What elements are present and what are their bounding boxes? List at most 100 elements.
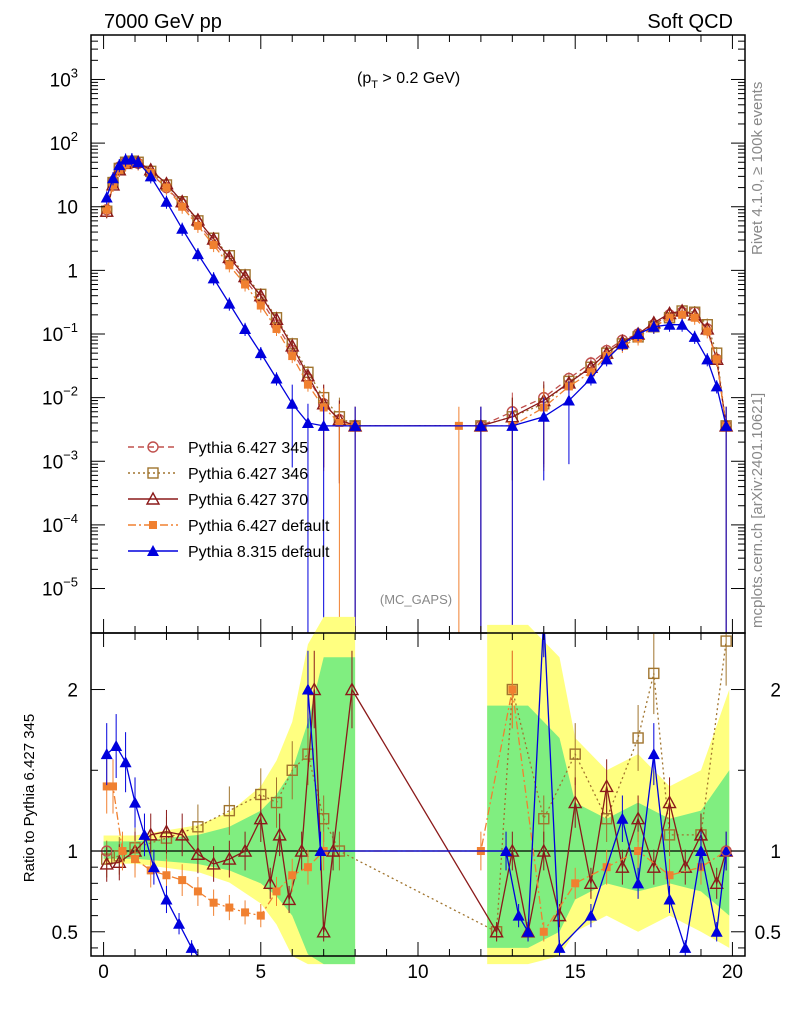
- ratio-point: [281, 892, 297, 906]
- data-point: [562, 394, 575, 406]
- series-line-p8: [106, 158, 727, 427]
- data-point: [663, 318, 676, 330]
- data-point: [207, 272, 220, 284]
- ratio-point: [241, 908, 250, 917]
- ratio-point: [489, 924, 504, 938]
- ratio-ylabel: Ratio to Pythia 6.427 345: [21, 714, 38, 882]
- data-point: [537, 410, 550, 422]
- ratio-point: [508, 685, 517, 694]
- x-tick-label: 15: [565, 962, 586, 983]
- ratio-point: [583, 875, 599, 890]
- x-tick-label: 5: [255, 962, 266, 983]
- ratio-point: [209, 898, 218, 907]
- legend-marker-p8: [147, 545, 159, 556]
- data-point: [301, 416, 314, 428]
- ratio-point: [159, 824, 174, 838]
- ratio-point: [569, 748, 581, 760]
- data-point: [712, 355, 721, 364]
- legend-label-p8: Pythia 8.315 default: [188, 544, 330, 561]
- data-point: [317, 419, 330, 431]
- ratio-point: [237, 843, 253, 857]
- data-point: [223, 297, 236, 309]
- ratio-y-tick-label-left: 1: [67, 842, 78, 863]
- ratio-point: [505, 843, 520, 857]
- data-point: [600, 353, 613, 365]
- ratio-point: [615, 859, 630, 873]
- ratio-point: [109, 782, 118, 791]
- ratio-point: [223, 804, 236, 817]
- data-point: [584, 372, 597, 384]
- ratio-series-group: [91, 633, 745, 956]
- data-point: [162, 183, 171, 192]
- data-point: [256, 301, 265, 310]
- upper-y-tick-label: 103: [50, 65, 78, 91]
- data-point: [102, 205, 111, 214]
- upper-y-tick-label: 102: [50, 129, 78, 155]
- legend-marker-p6def: [149, 521, 157, 529]
- ratio-point: [568, 795, 583, 809]
- data-point: [335, 418, 344, 427]
- ratio-point: [646, 859, 661, 873]
- ratio-point: [679, 941, 692, 953]
- ratio-point: [522, 925, 535, 937]
- data-point: [191, 248, 204, 260]
- series-p8: [100, 152, 733, 633]
- ratio-point: [131, 855, 140, 864]
- ratio-point: [709, 875, 724, 890]
- ratio-point: [162, 871, 171, 880]
- ratio-point: [663, 893, 676, 905]
- data-point: [286, 397, 299, 409]
- cut-label: (pT > 0.2 GeV): [357, 70, 460, 91]
- ratio-point: [225, 903, 234, 912]
- analysis-label: (MC_GAPS): [380, 592, 452, 607]
- ratio-point: [286, 764, 298, 776]
- data-point: [270, 372, 283, 384]
- ratio-point: [710, 925, 723, 937]
- data-point: [254, 347, 267, 359]
- ratio-series-p8: [100, 633, 733, 956]
- data-point: [178, 202, 187, 211]
- data-point: [665, 313, 674, 322]
- data-point: [632, 328, 645, 339]
- ratio-point: [632, 877, 645, 889]
- ratio-point: [630, 811, 646, 825]
- legend-marker-p345: [147, 441, 159, 453]
- data-point: [225, 261, 234, 270]
- ratio-point: [536, 843, 551, 857]
- ratio-point: [206, 856, 221, 870]
- energy-label: 7000 GeV pp: [104, 11, 222, 33]
- data-point: [209, 241, 218, 250]
- ratio-point: [173, 917, 186, 929]
- mcplots-label: mcplots.cern.ch [arXiv:2401.10621]: [749, 393, 766, 628]
- ratio-point: [178, 876, 187, 885]
- data-point: [272, 324, 281, 333]
- ratio-point: [648, 667, 660, 680]
- ratio-point: [647, 748, 660, 760]
- legend-marker-p370: [145, 491, 161, 505]
- legend-label-p6def: Pythia 6.427 default: [188, 518, 330, 535]
- data-point: [100, 191, 113, 203]
- ratio-point: [694, 845, 707, 857]
- ratio-point: [272, 827, 287, 841]
- data-point: [678, 310, 687, 319]
- data-point: [676, 318, 689, 330]
- upper-y-tick-label: 10: [57, 198, 78, 219]
- ratio-point: [175, 827, 190, 841]
- data-point: [349, 419, 362, 431]
- data-point: [703, 327, 712, 336]
- ratio-y-tick-label-left: 0.5: [52, 923, 78, 944]
- ratio-point: [553, 941, 566, 953]
- upper-series-group: [99, 152, 734, 633]
- data-point: [176, 222, 189, 234]
- data-point: [616, 337, 629, 349]
- upper-y-tick-label: 1: [67, 261, 78, 282]
- data-point: [690, 313, 699, 322]
- data-point: [647, 320, 660, 332]
- data-point: [720, 419, 733, 431]
- ratio-point: [665, 871, 674, 880]
- ratio-point: [138, 828, 151, 840]
- data-point: [710, 380, 723, 392]
- ratio-point: [663, 829, 676, 841]
- ratio-point: [119, 756, 132, 768]
